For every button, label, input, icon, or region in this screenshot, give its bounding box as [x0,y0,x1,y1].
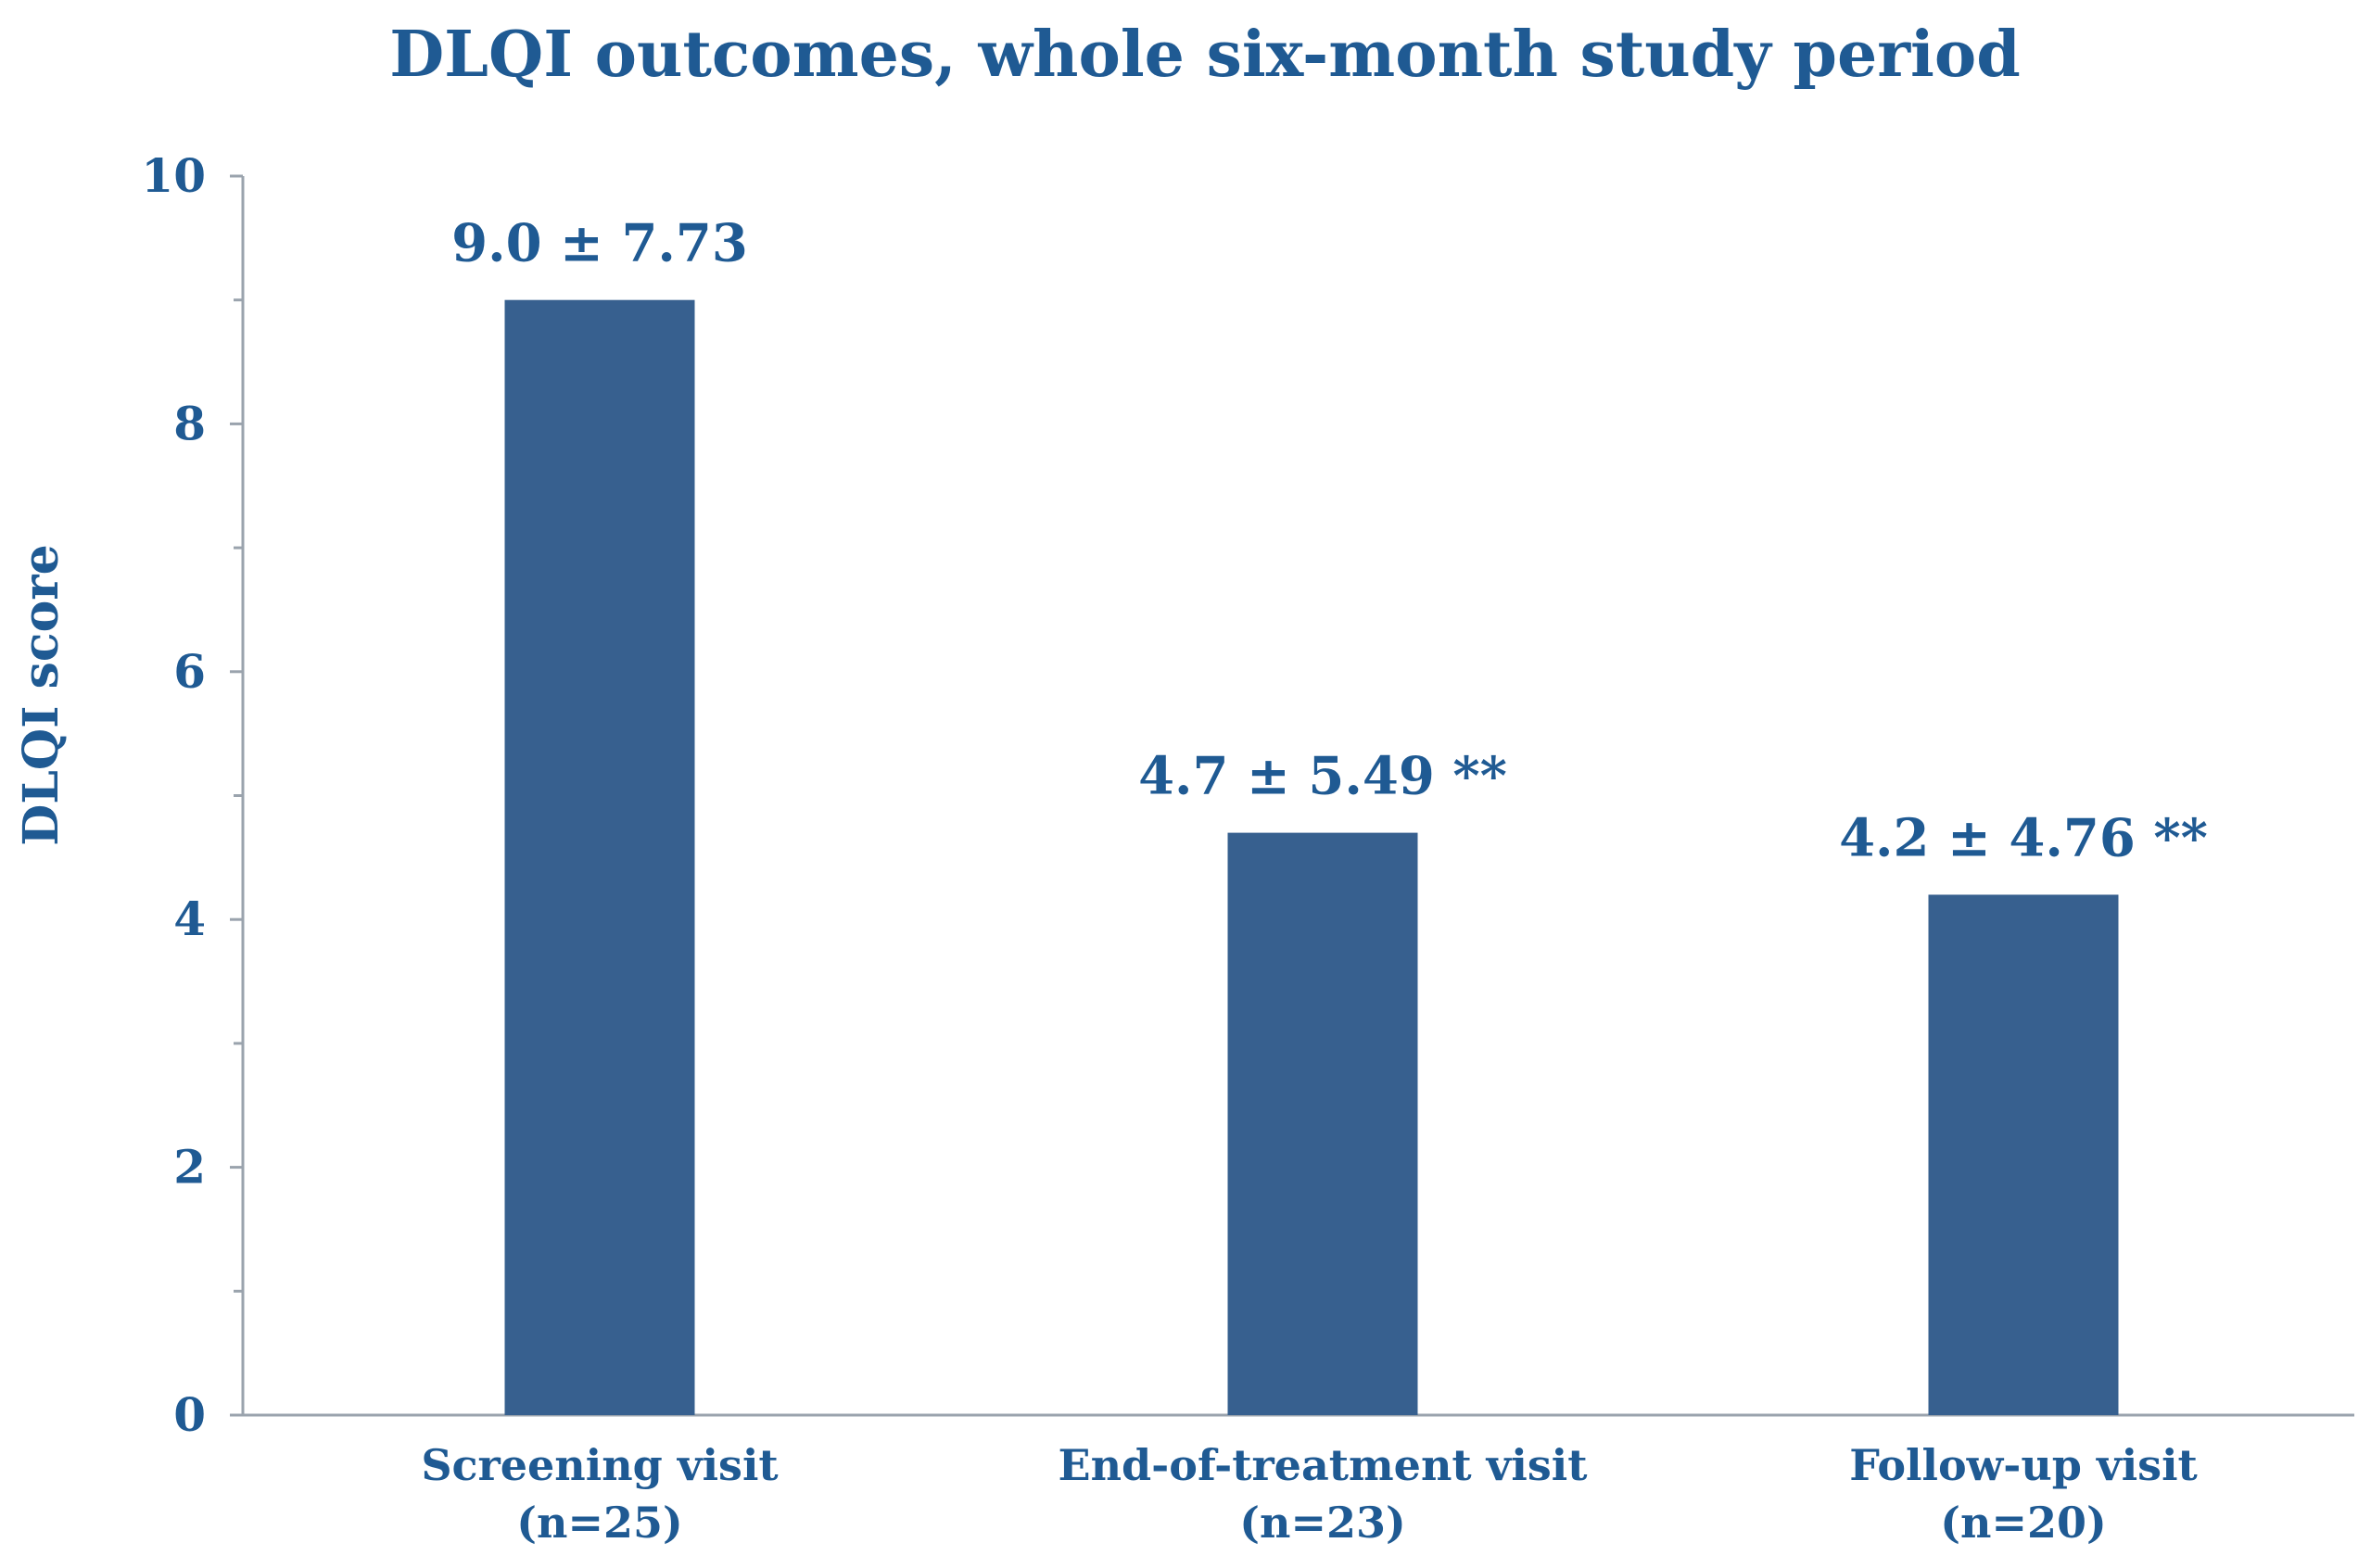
y-axis-label: DLQI score [13,544,70,845]
y-tick-label: 8 [173,396,206,450]
bar-data-label: 9.0 ± 7.73 [451,213,748,274]
y-tick-label: 0 [173,1387,206,1442]
category-label: Follow-up visit [1849,1440,2198,1490]
y-tick-label: 10 [141,148,206,203]
bar-data-label: 4.7 ± 5.49 ** [1138,746,1507,807]
y-tick-label: 6 [173,644,206,699]
category-sample-size: (n=23) [1239,1498,1406,1548]
y-tick-label: 4 [173,891,206,946]
category-sample-size: (n=25) [516,1498,683,1548]
data-labels: 9.0 ± 7.73 4.7 ± 5.49 ** 4.2 ± 4.76 ** [451,213,2208,869]
bar-data-label: 4.2 ± 4.76 ** [1839,807,2208,868]
bars [504,299,2119,1416]
category-labels: Screening visit (n=25) End-of-treatment vi… [421,1440,2198,1548]
y-ticks: 0 2 4 6 8 10 [141,148,243,1442]
bar [1227,832,1418,1415]
y-tick-label: 2 [173,1140,206,1195]
category-label: End-of-treatment visit [1059,1440,1589,1490]
category-sample-size: (n=20) [1940,1498,2107,1548]
bar [1928,894,2119,1415]
category-label: Screening visit [421,1440,779,1490]
chart-title: DLQI outcomes, whole six-month study per… [389,18,2021,92]
bar [504,299,695,1416]
